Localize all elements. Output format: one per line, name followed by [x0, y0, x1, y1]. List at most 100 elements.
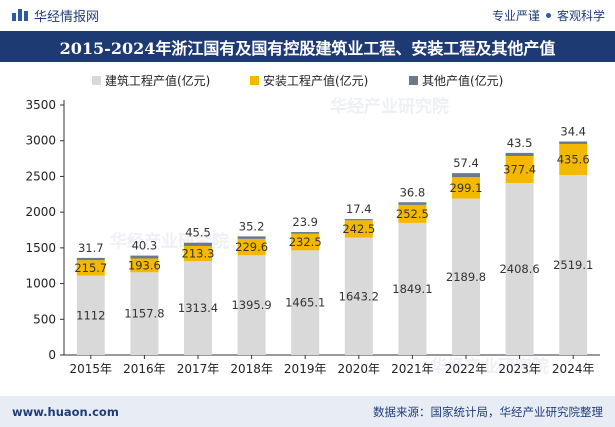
data-label-construction: 1157.8 — [124, 307, 164, 321]
slogan: 专业严谨 客观科学 — [492, 7, 605, 24]
bar-segment — [237, 236, 266, 239]
bar-segment — [398, 222, 427, 355]
data-label-construction: 1112 — [76, 308, 105, 322]
data-label-installation: 435.6 — [557, 153, 590, 167]
bar-segment — [76, 260, 105, 276]
data-label-construction: 1643.2 — [339, 289, 379, 303]
x-tick-label: 2016年 — [123, 362, 166, 376]
bars — [76, 141, 588, 355]
watermark-text: 华经产业研究院 — [330, 96, 449, 117]
data-label-installation: 252.5 — [396, 207, 429, 221]
slogan-right: 客观科学 — [556, 8, 605, 23]
brand-logo-icon — [12, 9, 28, 21]
data-label-installation: 193.6 — [128, 258, 161, 272]
stacked-bar-chart: 华经产业研究院 华经产业研究院 华经产业研究院 建筑工程产值(亿元) 安装工程产值… — [25, 73, 600, 377]
data-label-installation: 215.7 — [74, 261, 107, 275]
watermarks: 华经产业研究院 华经产业研究院 华经产业研究院 — [110, 96, 549, 377]
legend-swatch — [92, 76, 101, 85]
data-label-other: 40.3 — [132, 239, 158, 253]
x-tick-label: 2019年 — [284, 362, 327, 376]
data-label-other: 57.4 — [453, 156, 479, 170]
data-label-construction: 2408.6 — [499, 262, 539, 276]
watermark-text: 华经产业研究院 — [430, 356, 549, 377]
data-label-other: 43.5 — [507, 136, 533, 150]
data-label-other: 23.9 — [292, 215, 318, 229]
chart-title: 2015-2024年浙江国有及国有控股建筑业工程、安装工程及其他产值 — [59, 38, 556, 58]
data-label-other: 35.2 — [239, 219, 265, 233]
bar-segment — [76, 257, 105, 261]
brand-name: 华经情报网 — [34, 9, 100, 25]
bar-segment — [291, 233, 320, 251]
data-label-installation: 232.5 — [289, 235, 322, 249]
y-tick-label: 0 — [48, 348, 56, 362]
bar-segment — [505, 156, 534, 183]
data-label-construction: 1465.1 — [285, 296, 325, 310]
data-label-construction: 1849.1 — [392, 282, 432, 296]
data-label-other: 45.5 — [185, 226, 211, 240]
data-label-construction: 2519.1 — [553, 258, 593, 272]
bar-segment — [452, 173, 480, 178]
separator-dot-icon — [545, 12, 551, 18]
bar-segment — [291, 250, 320, 355]
legend-label: 其他产值(亿元) — [422, 73, 503, 88]
bar-segment — [344, 237, 373, 355]
x-tick-label: 2023年 — [498, 362, 541, 376]
y-tick-label: 2500 — [25, 169, 56, 183]
data-label-installation: 229.6 — [235, 240, 268, 254]
data-label-construction: 1395.9 — [231, 298, 271, 312]
legend-swatch — [409, 76, 418, 85]
y-tick-label: 500 — [33, 312, 56, 326]
bar-segment — [344, 220, 373, 238]
x-tick-label: 2022年 — [445, 362, 488, 376]
bar-segment — [130, 272, 159, 355]
legend: 建筑工程产值(亿元) 安装工程产值(亿元) 其他产值(亿元) — [92, 73, 503, 88]
data-label-other: 36.8 — [400, 185, 426, 199]
bar-segment — [237, 238, 266, 256]
x-tick-label: 2021年 — [391, 362, 434, 376]
data-label-installation: 213.3 — [182, 247, 215, 261]
bar-segment — [559, 143, 588, 176]
y-tick-label: 1500 — [25, 241, 56, 255]
x-tick-label: 2024年 — [552, 362, 595, 376]
slogan-left: 专业严谨 — [491, 8, 540, 23]
bar-segment — [398, 202, 427, 205]
bar-segment — [237, 255, 266, 355]
bar-segment — [398, 204, 427, 223]
x-tick-label: 2018年 — [230, 362, 273, 376]
footer-source: 数据来源：国家统计局，华经产业研究院整理 — [373, 404, 603, 419]
bar-segment — [184, 245, 212, 262]
y-tick-label: 3500 — [25, 98, 56, 112]
bar-segment — [291, 232, 320, 234]
data-label-installation: 242.5 — [342, 222, 375, 236]
data-label-other: 34.4 — [560, 124, 586, 138]
y-tick-label: 1000 — [25, 277, 56, 291]
bar-segment — [130, 258, 159, 273]
bar-segment — [559, 175, 588, 355]
x-tick-label: 2017年 — [177, 362, 220, 376]
bar-segment — [130, 255, 159, 259]
bar-segment — [344, 219, 373, 221]
top-bar: 华经情报网 专业严谨 客观科学 — [0, 0, 615, 30]
x-tick-label: 2020年 — [338, 362, 381, 376]
bar-segment — [76, 275, 105, 355]
data-label-installation: 299.1 — [450, 181, 483, 195]
data-labels: 1112 215.7 31.7 1157.8 193.6 40.3 1313.4 213.3 4… — [74, 124, 593, 322]
bar-segment — [184, 242, 212, 246]
data-label-construction: 2189.8 — [446, 270, 486, 284]
legend-swatch — [250, 76, 259, 85]
bar-segment — [452, 177, 480, 199]
chart-title-bar: 2015-2024年浙江国有及国有控股建筑业工程、安装工程及其他产值 — [0, 31, 615, 62]
bar-segment — [184, 261, 212, 355]
legend-label: 建筑工程产值(亿元) — [105, 73, 210, 88]
x-tick-label: 2015年 — [70, 362, 113, 376]
data-label-other: 31.7 — [78, 241, 104, 255]
data-label-installation: 377.4 — [503, 162, 536, 176]
y-tick-label: 2000 — [25, 205, 56, 219]
bar-segment — [452, 198, 480, 355]
legend-label: 安装工程产值(亿元) — [263, 73, 368, 88]
brand[interactable]: 华经情报网 — [12, 6, 99, 25]
bar-segment — [505, 182, 534, 355]
data-label-construction: 1313.4 — [178, 301, 218, 315]
footer-url[interactable]: www.huaon.com — [12, 404, 119, 419]
